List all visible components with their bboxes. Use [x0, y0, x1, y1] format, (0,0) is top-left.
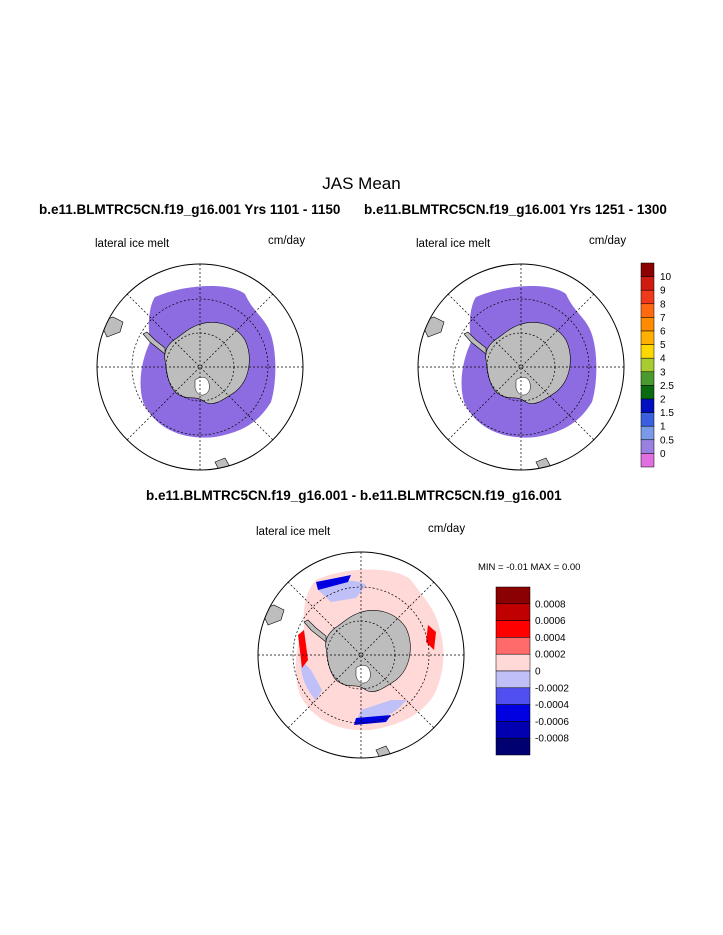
- top-left-polar-map: [96, 263, 304, 471]
- antarctica-landmass: [164, 322, 250, 404]
- new-zealand-tip: [535, 457, 552, 470]
- colorbar-diff-swatch-5: [495, 670, 531, 689]
- colorbar-main-swatch-10: [640, 398, 655, 413]
- antarctic-peninsula: [142, 331, 166, 355]
- antarctica-landmass: [325, 610, 411, 692]
- colorbar-diff-tick-label-8: -0.0008: [535, 734, 569, 745]
- top-right-case-title: b.e11.BLMTRC5CN.f19_g16.001 Yrs 1251 - 1…: [364, 202, 667, 217]
- graticule: [258, 552, 464, 758]
- colorbar-diff-tick-label-1: 0.0006: [535, 616, 566, 627]
- diff-units-label: cm/day: [428, 523, 466, 535]
- antarctic-peninsula: [303, 619, 327, 643]
- colorbar-diff-swatch-2: [495, 620, 531, 638]
- colorbar-diff: 0.0008 0.0006 0.0004 0.0002 0 -0.0002 -0.0004 -…: [495, 586, 569, 756]
- top-right-variable-label: lateral ice melt: [416, 238, 491, 250]
- colorbar-diff-swatch-4: [495, 653, 531, 672]
- colorbar-main-tick-label-6: 4: [660, 354, 666, 365]
- colorbar-main-tick-label-4: 6: [660, 327, 666, 338]
- colorbar-diff-swatch-9: [495, 737, 531, 756]
- south-america-tip: [260, 604, 285, 626]
- top-right-units-label: cm/day: [589, 235, 627, 247]
- diff-case-title: b.e11.BLMTRC5CN.f19_g16.001 - b.e11.BLMT…: [146, 488, 562, 503]
- graticule: [97, 264, 303, 470]
- ross-ice-shelf: [194, 377, 210, 396]
- colorbar-main-tick-label-5: 5: [660, 340, 666, 351]
- colorbar-main-swatch-9: [640, 385, 655, 400]
- new-zealand-tip: [375, 745, 392, 758]
- colorbar-diff-tick-label-5: -0.0002: [535, 683, 569, 694]
- colorbar-diff-swatch-6: [495, 687, 531, 705]
- colorbar-main-swatch-7: [640, 357, 655, 373]
- top-left-case-title: b.e11.BLMTRC5CN.f19_g16.001 Yrs 1101 - 1…: [39, 202, 341, 217]
- diff-negative-patches: [300, 580, 406, 722]
- colorbar-diff-swatch-0: [495, 586, 531, 605]
- colorbar-main-swatch-6: [640, 344, 655, 359]
- colorbar-diff-tick-label-4: 0: [535, 667, 541, 678]
- colorbar-main-swatch-2: [640, 289, 655, 305]
- colorbar-main-tick-label-9: 2: [660, 395, 666, 406]
- colorbar-main-tick-label-13: 0: [660, 449, 666, 460]
- ross-ice-shelf: [355, 665, 371, 684]
- colorbar-main-swatch-3: [640, 303, 655, 318]
- antarctica-landmass: [485, 322, 571, 404]
- colorbar-diff-tick-label-7: -0.0006: [535, 717, 569, 728]
- colorbar-main-tick-label-3: 7: [660, 313, 666, 324]
- colorbar-main-swatch-4: [640, 317, 655, 332]
- colorbar-main-swatch-1: [640, 276, 655, 291]
- colorbar-diff-tick-label-0: 0.0008: [535, 599, 566, 610]
- colorbar-diff-swatch-7: [495, 704, 531, 722]
- colorbar-main-tick-label-11: 1: [660, 422, 666, 433]
- colorbar-main-tick-label-12: 0.5: [660, 435, 674, 446]
- colorbar-diff-swatch-3: [495, 637, 531, 655]
- colorbar-main-swatch-12: [640, 425, 655, 441]
- ross-ice-shelf: [515, 377, 531, 396]
- colorbar-main-tick-label-7: 3: [660, 367, 666, 378]
- colorbar-diff-tick-label-3: 0.0002: [535, 650, 566, 661]
- colorbar-main-tick-label-10: 1.5: [660, 408, 674, 419]
- south-america-tip: [99, 316, 124, 338]
- graticule: [418, 264, 624, 470]
- colorbar-main-tick-label-2: 8: [660, 299, 666, 310]
- antarctic-peninsula: [463, 331, 487, 355]
- colorbar-main-swatch-14: [640, 453, 655, 468]
- colorbar-main-swatch-0: [640, 262, 655, 277]
- colorbar-main-swatch-5: [640, 330, 655, 345]
- colorbar-main-tick-label-8: 2.5: [660, 381, 674, 392]
- new-zealand-tip: [214, 457, 231, 470]
- colorbar-diff-tick-label-2: 0.0004: [535, 633, 566, 644]
- colorbar-diff-swatch-8: [495, 721, 531, 739]
- diff-polar-map: [257, 551, 465, 759]
- diff-minmax-label: MIN = -0.01 MAX = 0.00: [478, 562, 581, 573]
- colorbar-main-swatch-13: [640, 439, 655, 454]
- colorbar-main-swatch-8: [640, 371, 655, 386]
- colorbar-main-tick-label-0: 10: [660, 272, 672, 283]
- colorbar-main: 10 9 8 7 6 5 4 3 2.5 2 1.5 1 0.5 0: [640, 262, 674, 468]
- page-title: JAS Mean: [322, 174, 401, 193]
- colorbar-main-tick-label-1: 9: [660, 286, 666, 297]
- colorbar-main-swatch-11: [640, 412, 655, 427]
- south-america-tip: [420, 316, 445, 338]
- colorbar-diff-swatch-1: [495, 603, 531, 621]
- diff-variable-label: lateral ice melt: [256, 526, 331, 538]
- top-left-variable-label: lateral ice melt: [95, 238, 170, 250]
- colorbar-diff-tick-label-6: -0.0004: [535, 700, 569, 711]
- top-left-units-label: cm/day: [268, 235, 306, 247]
- top-right-polar-map: [417, 263, 625, 471]
